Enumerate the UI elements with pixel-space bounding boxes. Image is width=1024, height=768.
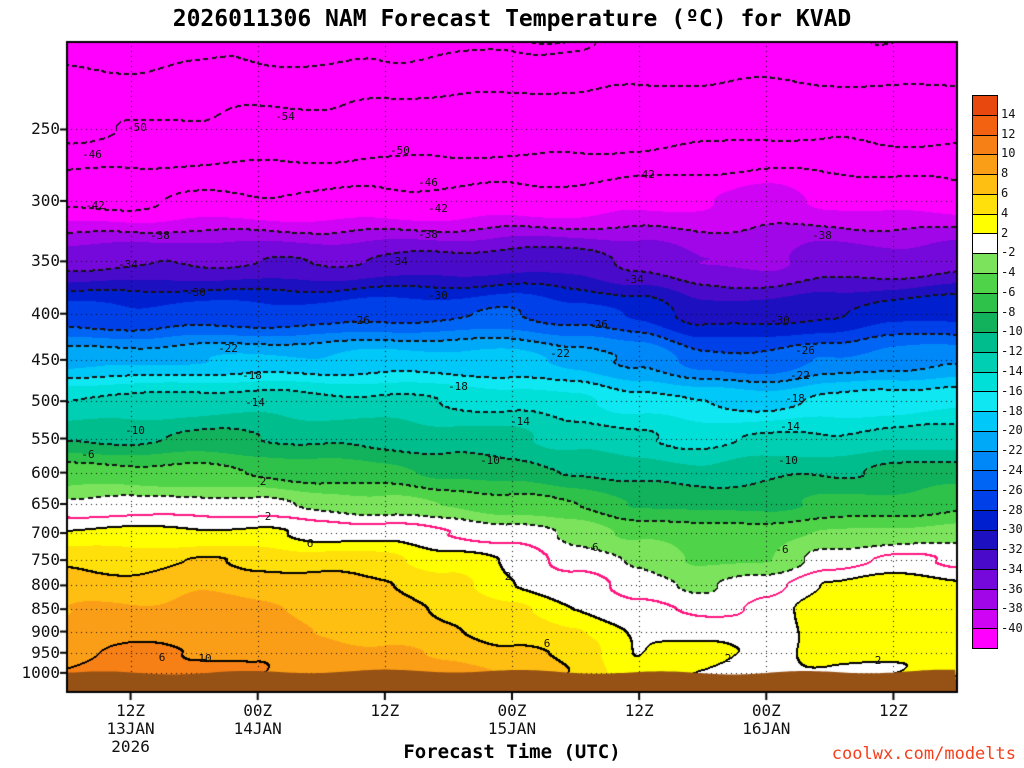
colorbar-band — [973, 628, 997, 648]
colorbar-band — [973, 312, 997, 332]
colorbar-band — [973, 450, 997, 471]
colorbar-band — [973, 154, 997, 174]
colorbar-band — [973, 411, 997, 431]
colorbar-band — [973, 608, 997, 629]
colorbar-band — [973, 569, 997, 589]
colorbar-band — [973, 292, 997, 313]
colorbar-band — [973, 174, 997, 194]
colorbar-band — [973, 529, 997, 550]
colorbar-band — [973, 114, 997, 135]
colorbar-band — [973, 272, 997, 293]
colorbar-band — [973, 371, 997, 392]
colorbar-band — [973, 253, 997, 273]
colorbar-band — [973, 509, 997, 530]
watermark-link[interactable]: coolwx.com/modelts — [831, 744, 1016, 764]
colorbar-band — [973, 430, 997, 451]
colorbar-band — [973, 588, 997, 609]
colorbar-band — [973, 391, 997, 411]
colorbar-band — [973, 233, 997, 253]
colorbar-band — [973, 490, 997, 510]
colorbar-band — [973, 134, 997, 155]
colorbar-band — [973, 332, 997, 352]
colorbar — [972, 95, 998, 649]
colorbar-band — [973, 549, 997, 569]
colorbar-band — [973, 96, 997, 115]
colorbar-band — [973, 193, 997, 214]
colorbar-band — [973, 470, 997, 490]
colorbar-band — [973, 351, 997, 372]
x-axis-title: Forecast Time (UTC) — [403, 741, 621, 763]
colorbar-band — [973, 213, 997, 234]
